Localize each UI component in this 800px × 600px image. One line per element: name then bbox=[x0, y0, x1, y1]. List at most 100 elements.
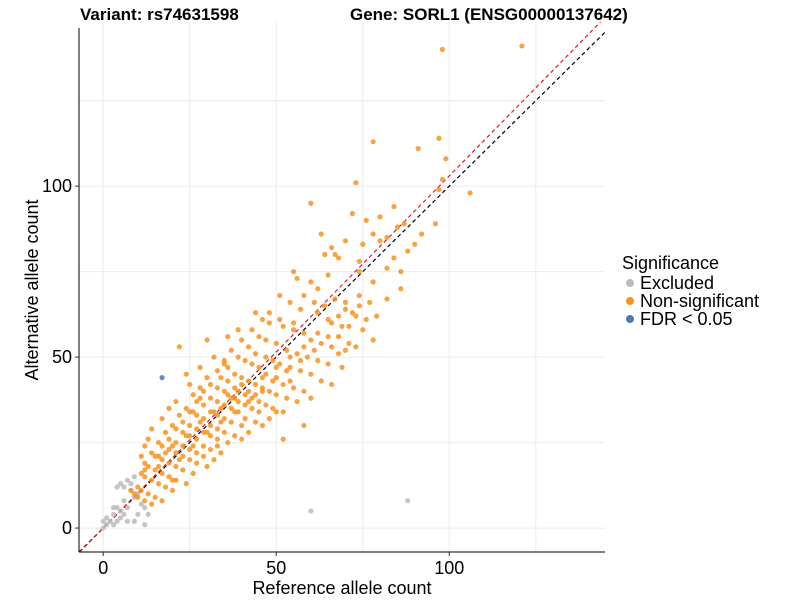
point-non-significant bbox=[183, 371, 189, 377]
point-non-significant bbox=[339, 364, 345, 370]
point-non-significant bbox=[367, 299, 373, 305]
point-excluded bbox=[111, 511, 117, 517]
point-non-significant bbox=[394, 224, 400, 230]
point-non-significant bbox=[339, 323, 345, 329]
point-non-significant bbox=[218, 405, 224, 411]
point-excluded bbox=[145, 511, 151, 517]
point-non-significant bbox=[232, 385, 238, 391]
point-non-significant bbox=[176, 344, 182, 350]
point-non-significant bbox=[221, 361, 227, 367]
point-non-significant bbox=[159, 443, 165, 449]
point-non-significant bbox=[204, 463, 210, 470]
point-non-significant bbox=[259, 375, 266, 381]
point-non-significant bbox=[443, 156, 449, 162]
point-non-significant bbox=[322, 251, 328, 258]
point-non-significant bbox=[242, 392, 248, 398]
point-excluded bbox=[121, 511, 127, 517]
point-non-significant bbox=[228, 347, 234, 353]
point-non-significant bbox=[214, 385, 221, 391]
point-non-significant bbox=[166, 446, 172, 453]
point-non-significant bbox=[401, 221, 407, 227]
point-non-significant bbox=[159, 498, 165, 504]
point-non-significant bbox=[356, 292, 362, 299]
point-non-significant bbox=[263, 337, 269, 343]
point-non-significant bbox=[349, 310, 355, 316]
point-non-significant bbox=[277, 292, 283, 299]
point-non-significant bbox=[218, 419, 224, 425]
point-non-significant bbox=[252, 351, 259, 357]
point-non-significant bbox=[436, 135, 442, 141]
legend-label-excluded: Excluded bbox=[640, 273, 715, 293]
point-non-significant bbox=[225, 439, 231, 446]
point-non-significant bbox=[412, 241, 418, 247]
point-non-significant bbox=[318, 231, 324, 237]
point-non-significant bbox=[270, 378, 276, 384]
point-non-significant bbox=[245, 344, 252, 350]
point-non-significant bbox=[225, 364, 231, 370]
point-non-significant bbox=[183, 405, 189, 411]
point-non-significant bbox=[235, 354, 241, 360]
point-non-significant bbox=[311, 347, 317, 353]
point-non-significant bbox=[242, 416, 248, 422]
point-non-significant bbox=[232, 371, 238, 377]
point-excluded bbox=[114, 518, 120, 524]
point-non-significant bbox=[145, 463, 151, 470]
point-non-significant bbox=[280, 409, 286, 415]
point-non-significant bbox=[239, 337, 245, 343]
point-non-significant bbox=[245, 388, 252, 394]
point-non-significant bbox=[145, 436, 151, 442]
point-excluded bbox=[138, 501, 144, 507]
point-non-significant bbox=[273, 392, 279, 398]
point-non-significant bbox=[239, 422, 245, 429]
point-non-significant bbox=[284, 368, 290, 374]
point-non-significant bbox=[207, 395, 214, 401]
point-non-significant bbox=[325, 272, 331, 278]
point-non-significant bbox=[149, 501, 155, 507]
point-non-significant bbox=[273, 364, 279, 370]
legend: Significance Excluded Non-significant FD… bbox=[622, 252, 759, 328]
point-non-significant bbox=[235, 327, 241, 333]
point-non-significant bbox=[155, 439, 162, 446]
point-non-significant bbox=[280, 436, 286, 442]
point-non-significant bbox=[353, 344, 359, 350]
point-non-significant bbox=[239, 381, 245, 388]
point-non-significant bbox=[315, 357, 321, 364]
point-non-significant bbox=[398, 286, 404, 292]
point-non-significant bbox=[297, 357, 304, 364]
point-non-significant bbox=[245, 398, 252, 405]
point-non-significant bbox=[256, 409, 262, 415]
point-non-significant bbox=[277, 361, 283, 367]
point-non-significant bbox=[159, 457, 165, 463]
point-non-significant bbox=[245, 378, 252, 384]
point-non-significant bbox=[308, 279, 314, 285]
point-non-significant bbox=[329, 344, 335, 350]
point-non-significant bbox=[173, 398, 179, 405]
point-non-significant bbox=[242, 357, 248, 364]
point-non-significant bbox=[277, 316, 283, 323]
point-non-significant bbox=[190, 470, 196, 476]
point-non-significant bbox=[232, 395, 238, 401]
point-non-significant bbox=[346, 323, 352, 329]
point-non-significant bbox=[301, 292, 307, 299]
point-non-significant bbox=[131, 491, 137, 497]
point-non-significant bbox=[342, 299, 349, 305]
point-non-significant bbox=[214, 443, 221, 449]
point-excluded bbox=[104, 522, 110, 528]
point-non-significant bbox=[297, 368, 304, 374]
point-non-significant bbox=[329, 245, 335, 251]
point-excluded bbox=[111, 504, 117, 511]
point-non-significant bbox=[252, 392, 259, 398]
point-excluded bbox=[124, 477, 131, 483]
point-non-significant bbox=[214, 412, 221, 418]
point-non-significant bbox=[200, 453, 207, 459]
point-non-significant bbox=[221, 388, 227, 394]
point-non-significant bbox=[439, 46, 445, 52]
point-non-significant bbox=[204, 337, 210, 343]
point-non-significant bbox=[384, 296, 390, 302]
point-non-significant bbox=[308, 395, 314, 401]
point-non-significant bbox=[207, 433, 214, 439]
point-excluded bbox=[124, 518, 131, 524]
point-non-significant bbox=[249, 405, 255, 411]
point-non-significant bbox=[249, 395, 255, 401]
point-non-significant bbox=[155, 463, 162, 470]
